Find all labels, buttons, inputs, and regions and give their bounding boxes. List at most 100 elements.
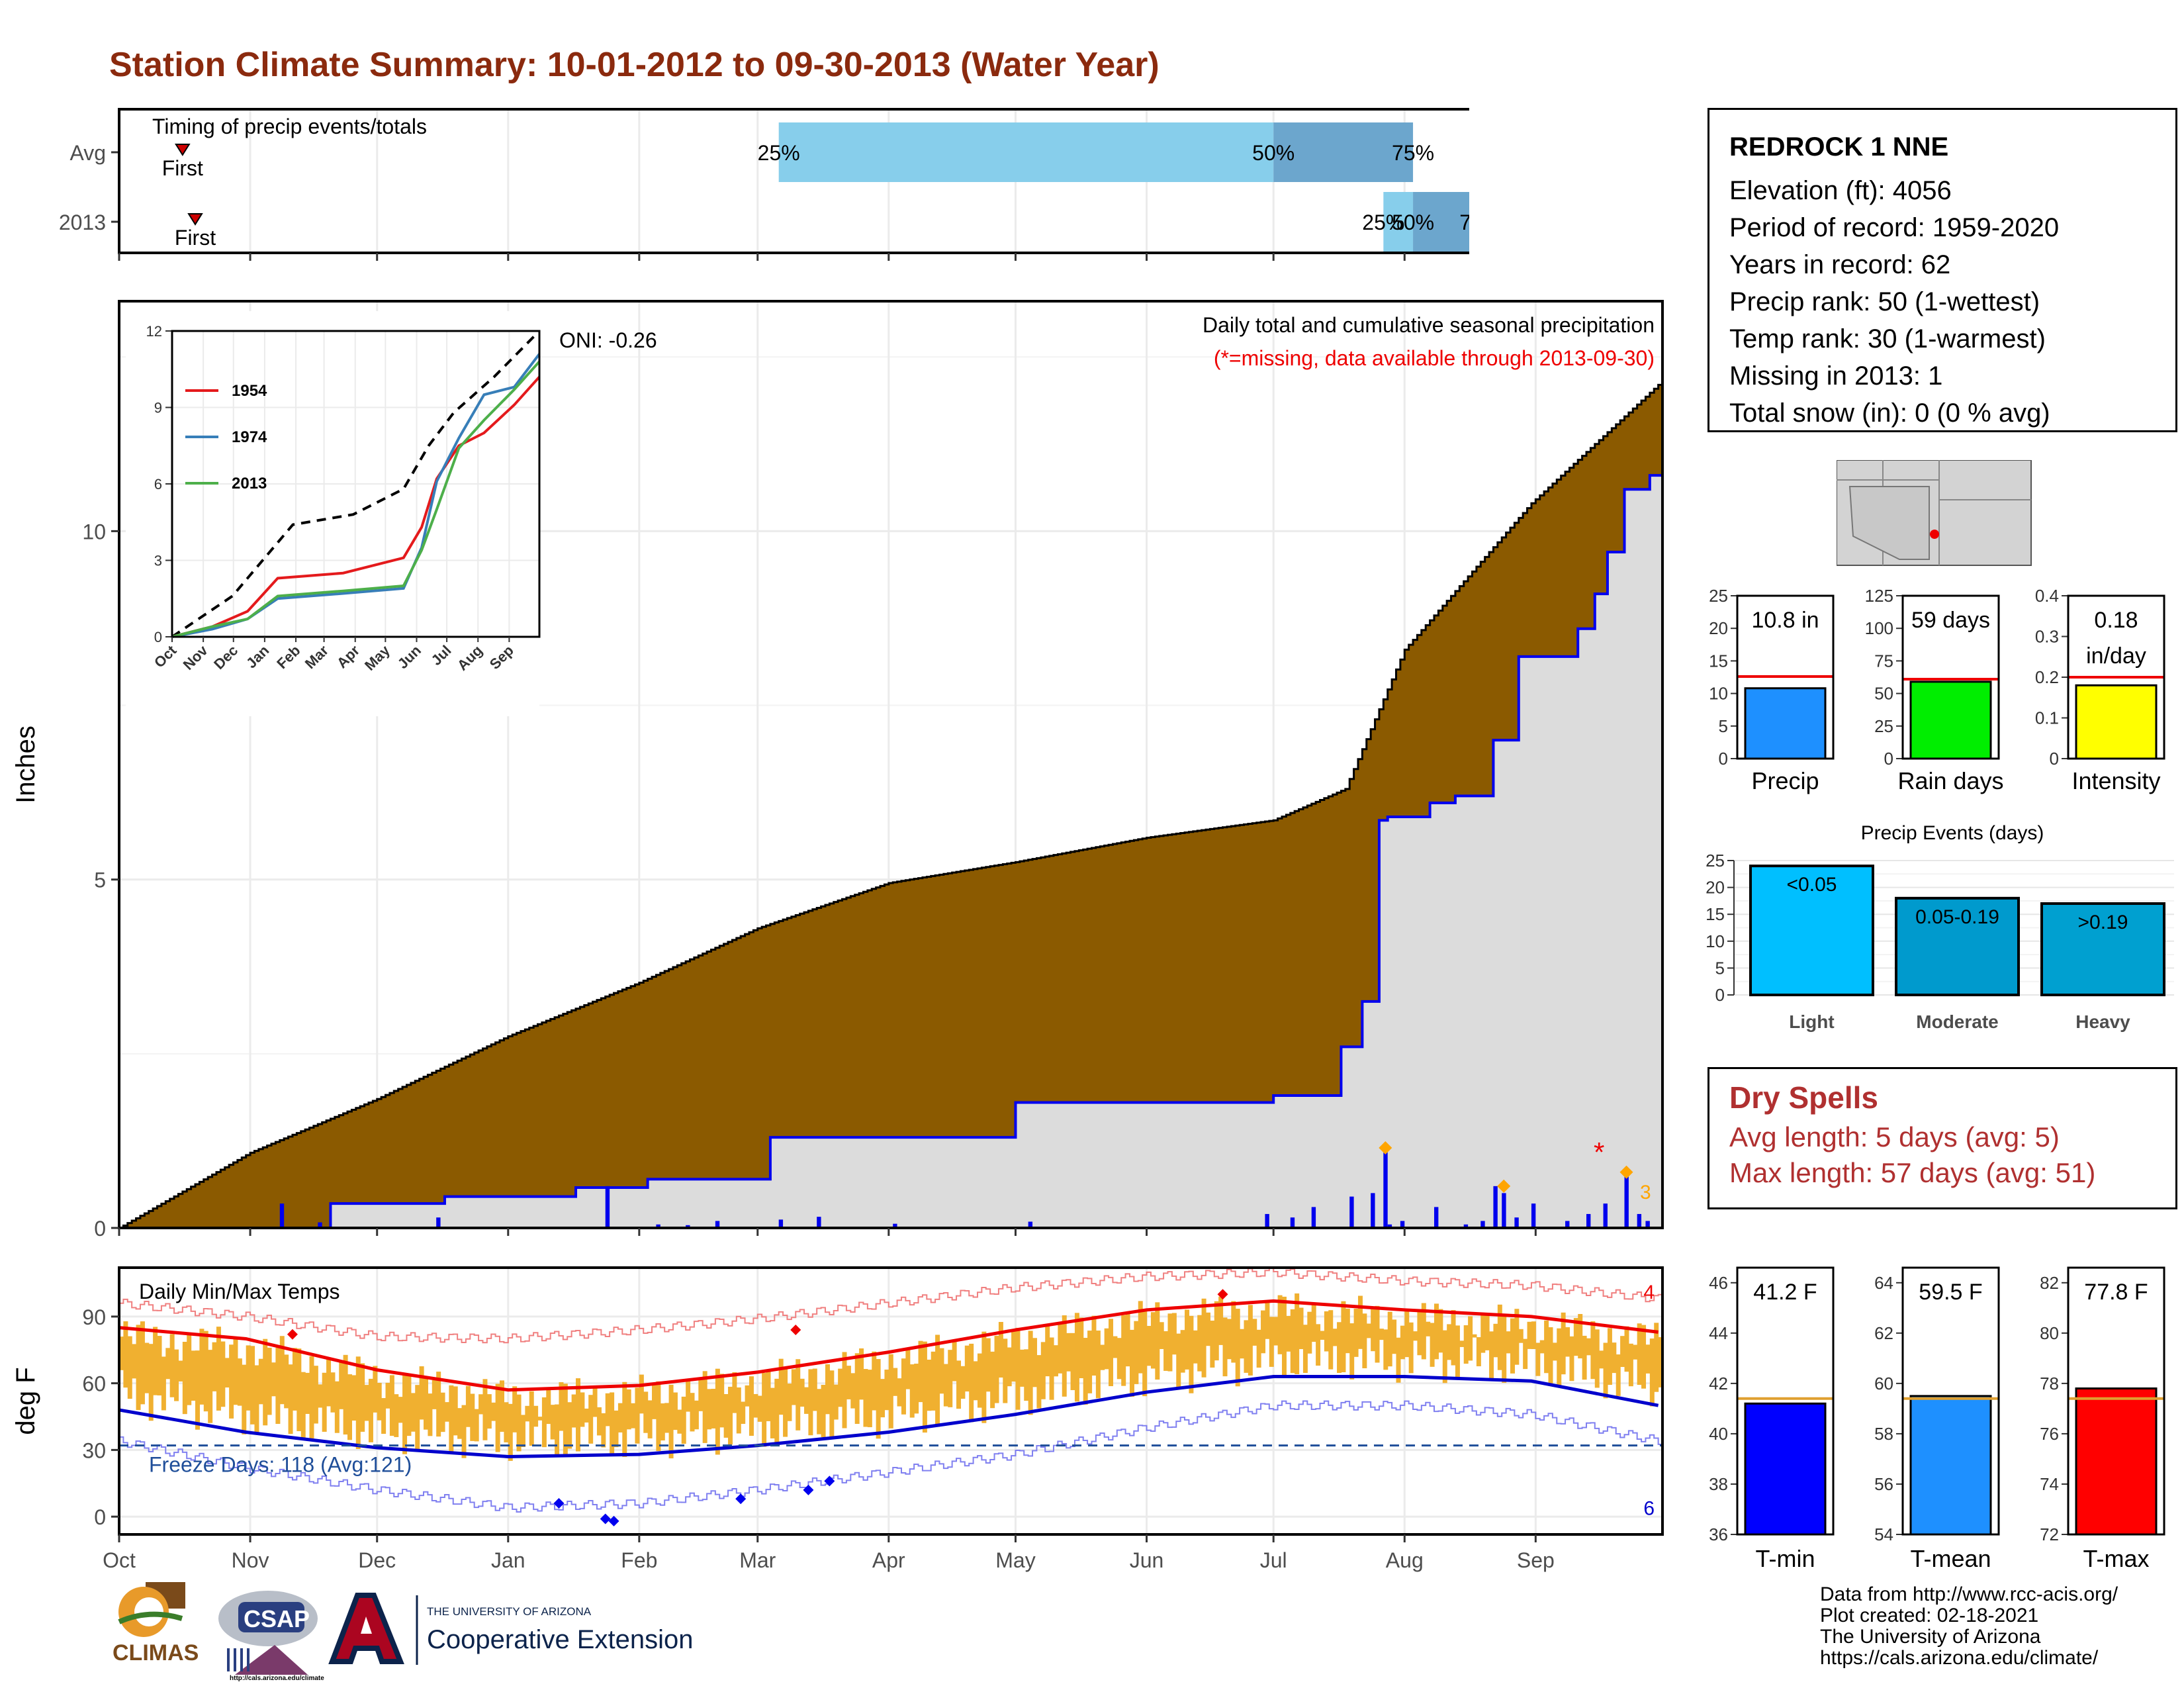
daily-temp-bar	[1036, 1355, 1042, 1409]
temp-frame	[118, 1266, 1664, 1536]
daily-temp-bar	[799, 1378, 805, 1407]
daily-temp-bar	[939, 1348, 944, 1394]
temp-y-tick-label: 60	[82, 1372, 106, 1396]
daily-temp-bar	[541, 1397, 547, 1448]
timing-q50-label: 50%	[1392, 211, 1434, 234]
daily-temp-bar	[1235, 1309, 1240, 1387]
daily-temp-bar	[1387, 1311, 1392, 1367]
daily-temp-bar	[1049, 1337, 1054, 1400]
season-stat-y-tick-label: 0	[2050, 749, 2059, 769]
daily-temp-bar	[859, 1348, 864, 1400]
daily-temp-bar	[148, 1344, 154, 1421]
daily-temp-bar	[1332, 1329, 1338, 1346]
daily-temp-bar	[643, 1391, 649, 1433]
season-stat-frame	[1736, 594, 1835, 760]
daily-precip-bar	[1311, 1207, 1316, 1228]
temp-stat-y-tick-label: 64	[1874, 1273, 1893, 1293]
daily-temp-bar	[647, 1400, 653, 1438]
temp-x-tick-label: Sep	[1517, 1548, 1555, 1572]
daily-temp-bar	[300, 1372, 306, 1439]
daily-temp-bar	[1286, 1316, 1291, 1352]
daily-temp-bar	[825, 1364, 830, 1415]
year-cumulative-line	[119, 474, 1662, 1229]
temp-stat-y-tick-label: 36	[1709, 1524, 1728, 1544]
daily-temp-bar	[1421, 1303, 1426, 1360]
season-stat-y-tick-label: 0	[1884, 749, 1893, 769]
daily-temp-bar	[1214, 1301, 1219, 1361]
inset-series-line	[171, 375, 541, 638]
inset-legend-label: 2013	[232, 475, 267, 492]
daily-temp-bar	[576, 1378, 581, 1452]
daily-temp-bar	[1620, 1336, 1625, 1368]
daily-temp-bar	[1565, 1327, 1570, 1357]
temp-stat-value-label: 41.2 F	[1753, 1280, 1817, 1305]
daily-temp-bar	[1544, 1320, 1549, 1374]
daily-temp-bar	[1463, 1325, 1469, 1364]
daily-temp-bar	[1159, 1322, 1164, 1349]
daily-temp-bar	[723, 1393, 729, 1438]
temp-x-tick-label: Jun	[1130, 1548, 1164, 1572]
daily-temp-bar	[424, 1378, 428, 1430]
daily-temp-bar	[132, 1344, 137, 1379]
daily-temp-bar	[318, 1384, 323, 1408]
daily-temp-bar	[1396, 1337, 1401, 1383]
daily-temp-bar	[1476, 1336, 1481, 1366]
daily-temp-bar	[208, 1350, 213, 1423]
daily-temp-bar	[664, 1403, 670, 1433]
daily-temp-bar	[1011, 1329, 1017, 1382]
daily-precip-bar	[1290, 1217, 1295, 1228]
daily-temp-bar	[1455, 1325, 1460, 1380]
temp-x-tick-label: Jan	[491, 1548, 525, 1572]
csap-logo: CSAP http://cals.arizona.edu/climate	[218, 1591, 324, 1681]
daily-temp-bar	[1087, 1331, 1093, 1393]
daily-temp-bar	[1240, 1329, 1245, 1359]
daily-precip-bar	[1645, 1221, 1650, 1228]
daily-temp-bar	[1019, 1349, 1024, 1387]
temp-x-tick-label: Aug	[1386, 1548, 1424, 1572]
daily-temp-bar	[1045, 1325, 1050, 1377]
temp-y-tick-label: 90	[82, 1305, 106, 1329]
daily-temp-bar	[867, 1370, 872, 1428]
daily-temp-bar	[537, 1417, 543, 1421]
timing-q75-label: 75%	[1459, 211, 1469, 234]
record-min-line	[119, 1400, 1662, 1513]
daily-temp-bar	[449, 1385, 454, 1454]
daily-temp-bar	[796, 1359, 801, 1430]
daily-temp-bar	[444, 1402, 449, 1422]
daily-temp-bar	[550, 1405, 555, 1440]
daily-temp-bar	[258, 1358, 263, 1405]
inset-y-tick-label: 3	[154, 553, 162, 569]
season-stat-value-label: 0.18	[2094, 608, 2138, 633]
daily-temp-bar	[292, 1348, 297, 1411]
daily-temp-bar	[580, 1392, 585, 1427]
daily-temp-bar	[694, 1400, 699, 1430]
daily-temp-bar	[1404, 1309, 1410, 1358]
temp-stat-y-tick-label: 44	[1709, 1323, 1728, 1343]
temp-stat-y-tick-label: 58	[1874, 1424, 1893, 1444]
season-stat-y-tick-label: 0.2	[2035, 667, 2059, 687]
daily-temp-bar	[559, 1382, 564, 1431]
daily-temp-bar	[1163, 1331, 1169, 1371]
ua-cooperative-extension: Cooperative Extension	[427, 1625, 693, 1654]
daily-temp-bar	[1295, 1293, 1300, 1374]
daily-temp-bar	[690, 1393, 695, 1432]
record-max-line	[119, 1267, 1662, 1344]
daily-temp-bar	[1645, 1344, 1651, 1374]
daily-precip-bar	[1349, 1196, 1354, 1228]
daily-temp-bar	[288, 1364, 293, 1434]
daily-temp-bar	[334, 1381, 340, 1433]
daily-temp-bar	[182, 1342, 187, 1415]
daily-temp-bar	[652, 1382, 657, 1419]
temp-stat-y-tick-label: 46	[1709, 1273, 1728, 1293]
daily-temp-bar	[617, 1403, 623, 1432]
daily-temp-bar	[927, 1360, 932, 1411]
timing-chart: 25%50%75%FirstLastAvg25%50%75%FirstLast2…	[59, 108, 1469, 261]
daily-temp-bar	[1628, 1343, 1633, 1387]
daily-temp-bar	[745, 1385, 750, 1407]
csap-label: CSAP	[244, 1605, 310, 1632]
events-y-tick-label: 25	[1706, 851, 1725, 870]
daily-temp-bar	[1269, 1317, 1274, 1367]
daily-temp-bar	[504, 1402, 509, 1442]
temp-stat-y-tick-label: 56	[1874, 1474, 1893, 1494]
daily-temp-bar	[846, 1366, 851, 1399]
